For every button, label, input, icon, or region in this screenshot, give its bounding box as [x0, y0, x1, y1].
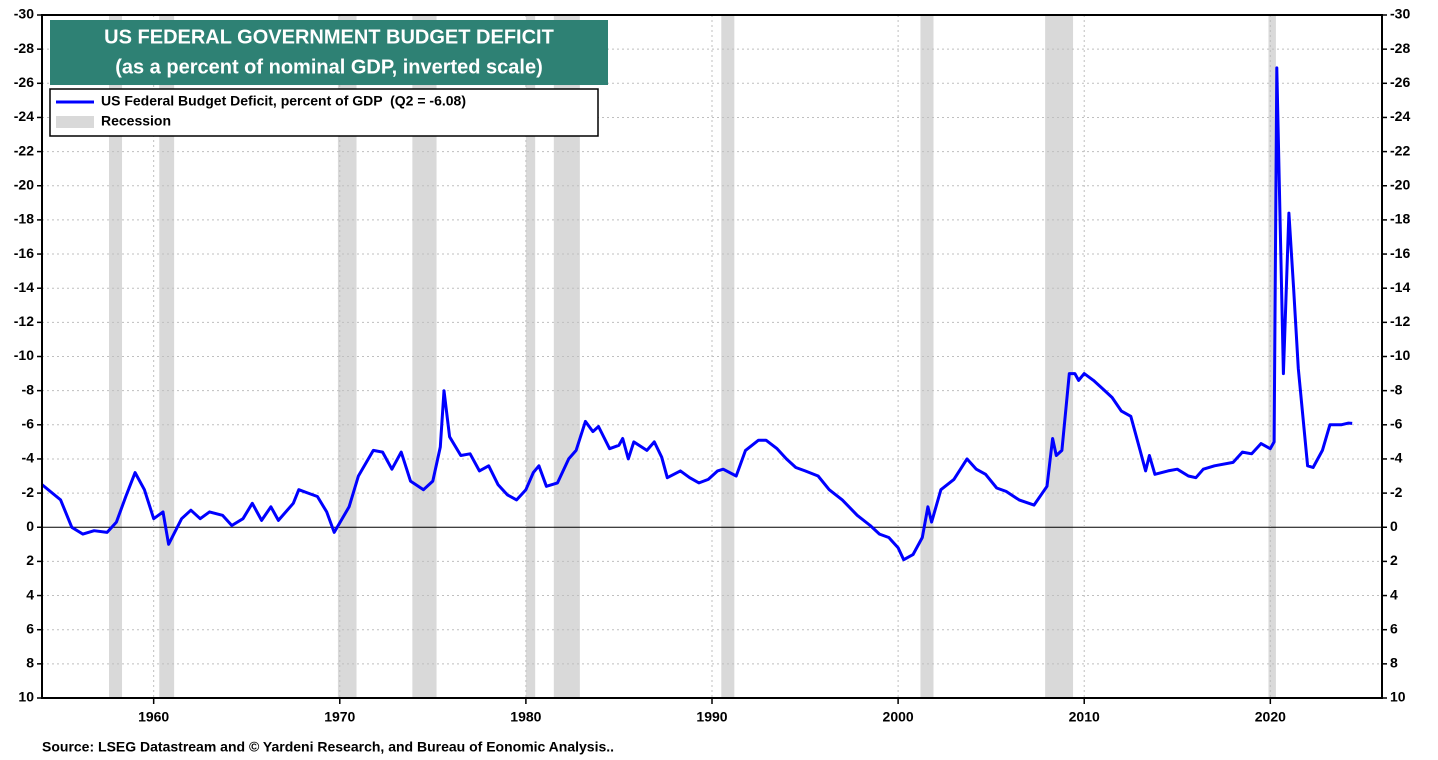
y-tick-label: -8 — [22, 381, 35, 397]
data-line — [41, 66, 1353, 562]
y-tick-label: -24 — [14, 108, 34, 124]
y-tick-label: -16 — [14, 245, 34, 261]
y2-tick-label: -6 — [1390, 416, 1403, 432]
y2-tick-label: -4 — [1390, 450, 1403, 466]
recession-band — [525, 15, 536, 698]
y2-tick-label: -2 — [1390, 484, 1403, 500]
y-tick-label: -30 — [14, 6, 34, 22]
y2-tick-label: 10 — [1390, 689, 1406, 705]
source-note: Source: LSEG Datastream and © Yardeni Re… — [42, 739, 614, 755]
y-tick-label: 0 — [26, 518, 34, 534]
chart-title: US FEDERAL GOVERNMENT BUDGET DEFICIT — [104, 26, 554, 48]
y-tick-label: 2 — [26, 552, 34, 568]
y-tick-label: -26 — [14, 74, 34, 90]
y-tick-label: -2 — [22, 484, 35, 500]
legend-box — [49, 88, 599, 137]
legend-swatch — [56, 116, 94, 128]
y-tick-label: 10 — [18, 689, 34, 705]
chart-subtitle: (as a percent of nominal GDP, inverted s… — [115, 56, 543, 78]
y-tick-label: -14 — [14, 279, 34, 295]
y2-tick-label: 6 — [1390, 620, 1398, 636]
x-tick-label: 2020 — [1255, 709, 1286, 725]
legend-label: US Federal Budget Deficit, percent of GD… — [101, 93, 466, 109]
y2-tick-label: -28 — [1390, 40, 1410, 56]
y-tick-label: -6 — [22, 416, 35, 432]
y2-tick-label: -20 — [1390, 176, 1410, 192]
y2-tick-label: -30 — [1390, 6, 1410, 22]
y2-tick-label: -10 — [1390, 347, 1410, 363]
y2-tick-label: 4 — [1390, 586, 1398, 602]
y-tick-label: -18 — [14, 211, 34, 227]
y2-tick-label: 0 — [1390, 518, 1398, 534]
y2-tick-label: -14 — [1390, 279, 1410, 295]
y-tick-label: 4 — [26, 586, 34, 602]
x-tick-label: 2000 — [883, 709, 914, 725]
y-tick-label: -20 — [14, 176, 34, 192]
y2-tick-label: -18 — [1390, 211, 1410, 227]
plot-frame — [41, 14, 1383, 699]
x-tick-label: 2010 — [1069, 709, 1100, 725]
title-box — [50, 20, 608, 85]
y2-tick-label: 8 — [1390, 655, 1398, 671]
x-tick-label: 1980 — [510, 709, 541, 725]
legend-label: Recession — [101, 113, 171, 129]
y-tick-label: -12 — [14, 313, 34, 329]
y-tick-label: -22 — [14, 142, 34, 158]
y-tick-label: -28 — [14, 40, 34, 56]
y2-tick-label: -16 — [1390, 245, 1410, 261]
y2-tick-label: 2 — [1390, 552, 1398, 568]
x-tick-label: 1970 — [324, 709, 355, 725]
x-tick-label: 1990 — [696, 709, 727, 725]
y-tick-label: 6 — [26, 620, 34, 636]
y2-tick-label: -26 — [1390, 74, 1410, 90]
y2-tick-label: -12 — [1390, 313, 1410, 329]
y-tick-label: -4 — [22, 450, 35, 466]
x-tick-label: 1960 — [138, 709, 169, 725]
y-tick-label: 8 — [26, 655, 34, 671]
y2-tick-label: -8 — [1390, 381, 1403, 397]
y2-tick-label: -24 — [1390, 108, 1410, 124]
y-tick-label: -10 — [14, 347, 34, 363]
y2-tick-label: -22 — [1390, 142, 1410, 158]
